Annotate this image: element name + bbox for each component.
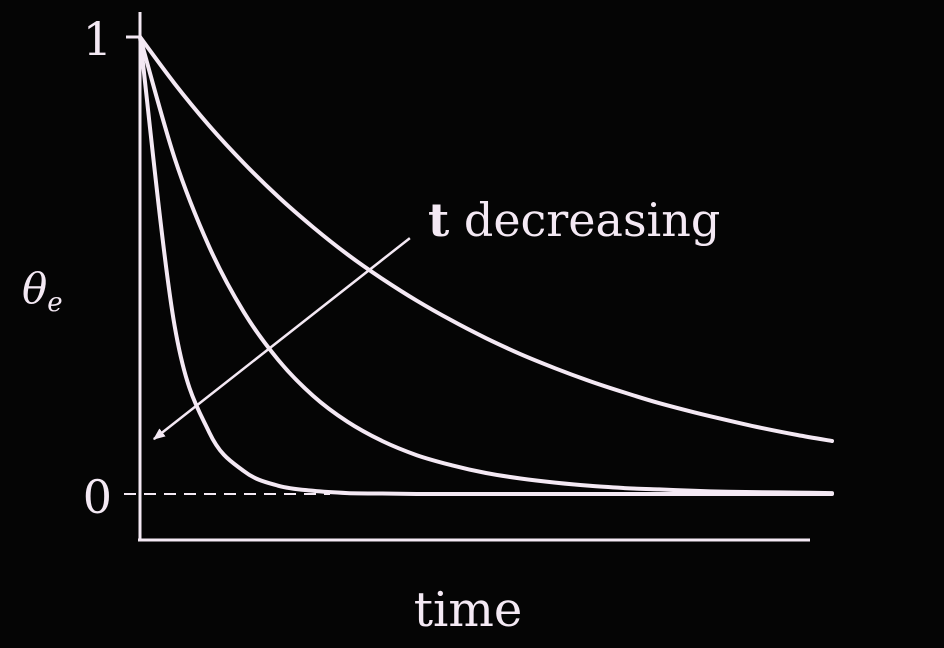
annotation-text: t decreasing [428,193,720,247]
series-line-1 [138,35,834,443]
series-line-2 [138,35,834,496]
series-group [138,35,834,497]
annotation-rest: decreasing [449,193,720,247]
annotation-symbol: t [428,193,450,247]
y-axis-label-sub: e [47,288,62,318]
y-tick-label-0: 0 [83,470,112,524]
y-axis-label-main: θ [22,264,47,313]
y-axis-label: θe [22,264,63,318]
series-line-3 [138,35,834,497]
y-tick-label-1: 1 [83,12,112,66]
x-axis-label: time [414,582,523,638]
annotation-arrow [153,237,411,441]
